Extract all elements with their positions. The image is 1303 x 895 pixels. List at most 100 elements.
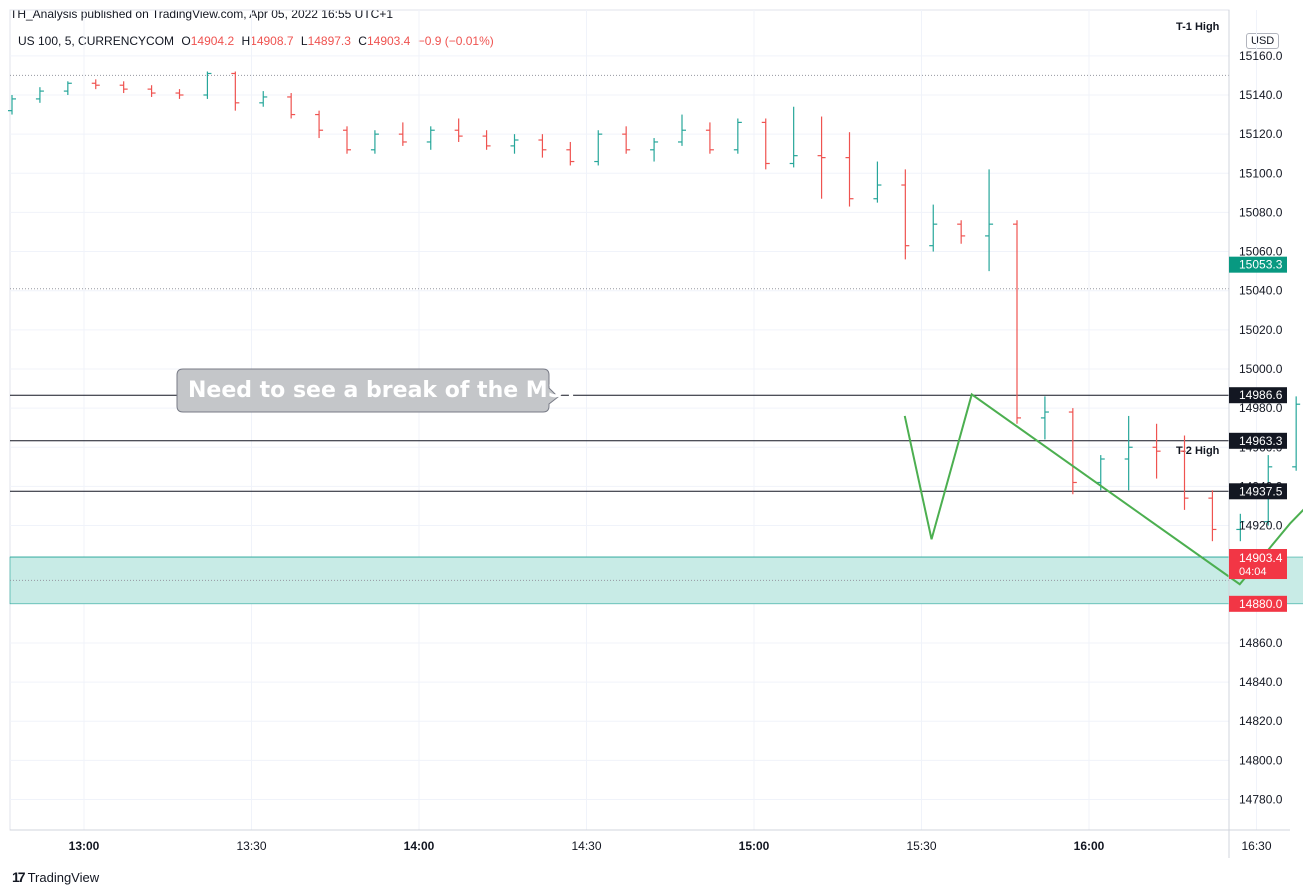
candle — [1180, 435, 1189, 510]
y-tick-label: 15120.0 — [1239, 127, 1283, 141]
position-zones — [9, 556, 1303, 605]
y-tick-label: 14980.0 — [1239, 401, 1283, 415]
x-tick-label: 15:00 — [739, 839, 770, 853]
x-tick-label: 13:00 — [69, 839, 100, 853]
candle — [985, 169, 994, 272]
candle — [8, 95, 16, 115]
left-demand-zone — [9, 556, 1303, 605]
current-price-badge: 14903.404:04 — [1229, 549, 1287, 580]
high-label: H — [241, 34, 251, 48]
stop-price-badge-bg — [1229, 595, 1287, 612]
y-tick-label: 15060.0 — [1239, 245, 1283, 259]
candle — [678, 114, 686, 146]
open-label: O — [181, 34, 191, 48]
candle — [566, 141, 575, 166]
level-price-badge: 14937.5 — [1229, 483, 1287, 500]
callout-text: Need to see a break of the MST — [188, 378, 579, 403]
callout-group[interactable]: Need to see a break of the MST — [176, 368, 579, 413]
candle — [622, 126, 631, 154]
grid — [9, 9, 1257, 831]
callout-bubble — [176, 368, 559, 413]
axes: 15160.0 15140.0 15120.0 15100.0 15080.0 15060… — [10, 10, 1290, 858]
projection-path — [903, 392, 1303, 586]
level-price-badge-bg — [1229, 387, 1287, 404]
candle — [63, 81, 72, 95]
candle — [398, 122, 407, 146]
y-tick-label: 15020.0 — [1239, 323, 1283, 337]
current-price-text: 14903.4 — [1239, 551, 1283, 565]
y-tick-label: 15140.0 — [1239, 88, 1283, 102]
candle — [789, 106, 798, 168]
level-price-badge: 14963.3 — [1229, 432, 1287, 449]
candle — [761, 118, 770, 170]
footer-brand-label: TradingView — [27, 869, 100, 885]
close-label: C — [358, 34, 367, 48]
y-tick-label: 14820.0 — [1239, 714, 1283, 728]
candle — [957, 220, 966, 244]
x-tick-label: 13:30 — [236, 839, 266, 853]
x-tick-label: 14:00 — [404, 839, 435, 853]
x-tick-label: 15:30 — [906, 839, 936, 853]
candle — [454, 118, 463, 142]
y-tick-label: 15040.0 — [1239, 284, 1283, 298]
candle — [817, 116, 826, 199]
candle — [231, 71, 240, 111]
level-price-badge: 14986.6 — [1229, 387, 1287, 404]
plot-frame — [9, 9, 1230, 831]
candle — [1068, 408, 1077, 495]
target-price-badge-text: 15053.3 — [1239, 258, 1283, 272]
candle — [147, 85, 156, 97]
tradingview-logo-icon: 17 — [12, 869, 26, 885]
candle — [426, 126, 435, 150]
candle — [482, 130, 491, 150]
candle — [35, 87, 44, 103]
candle — [259, 91, 268, 107]
y-tick-label: 15100.0 — [1239, 166, 1283, 180]
level-price-badge-bg — [1229, 483, 1287, 500]
candle — [119, 81, 128, 94]
stop-price-badge: 14880.0 — [1229, 595, 1287, 612]
candle — [650, 138, 659, 162]
countdown-text: 04:04 — [1239, 566, 1267, 578]
candle — [315, 110, 324, 139]
candle — [733, 118, 742, 154]
y-tick-label: 14840.0 — [1239, 675, 1283, 689]
price-badges: 15053.314986.614963.314937.514903.914903… — [1229, 256, 1287, 612]
candle — [1124, 415, 1133, 491]
candle — [287, 93, 296, 119]
projection-polyline — [903, 392, 1303, 586]
target-price-badge-bg — [1229, 256, 1287, 273]
candle — [705, 122, 714, 154]
stop-price-badge-text: 14880.0 — [1239, 597, 1283, 611]
footer-brand[interactable]: 17 TradingView — [12, 869, 99, 885]
y-tick-label: 15000.0 — [1239, 362, 1283, 376]
symbol-ohlc-legend: US 100, 5, CURRENCYCOM O14904.2 H14908.7… — [18, 34, 494, 48]
candle — [901, 169, 910, 260]
candle — [873, 161, 882, 203]
low-value: 14897.3 — [307, 34, 351, 48]
candle — [845, 132, 854, 207]
low-label: L — [300, 34, 308, 48]
t2-high-label: T-2 High — [1176, 445, 1220, 457]
current-price-badge-bg — [1229, 549, 1287, 580]
horizontal-levels: T-1 High T-2 High — [10, 21, 1229, 581]
y-tick-label: 14800.0 — [1239, 753, 1283, 767]
candle — [175, 89, 184, 99]
close-value: 14903.4 — [366, 34, 411, 48]
candle — [343, 126, 351, 154]
level-price-badge-text: 14986.6 — [1239, 388, 1283, 402]
candle — [538, 134, 547, 158]
candle — [1040, 396, 1049, 440]
open-value: 14904.2 — [190, 34, 235, 48]
t1-high-label: T-1 High — [1176, 21, 1220, 33]
candle — [510, 134, 519, 154]
x-tick-label: 16:00 — [1074, 839, 1105, 853]
symbol-name[interactable]: US 100, 5, CURRENCYCOM — [18, 34, 175, 48]
candle — [594, 130, 603, 166]
candle — [1292, 396, 1301, 471]
y-tick-label: 15080.0 — [1239, 205, 1283, 219]
y-tick-label: 14780.0 — [1239, 793, 1283, 807]
candle — [1208, 490, 1217, 542]
level-price-badge-text: 14963.3 — [1239, 434, 1283, 448]
